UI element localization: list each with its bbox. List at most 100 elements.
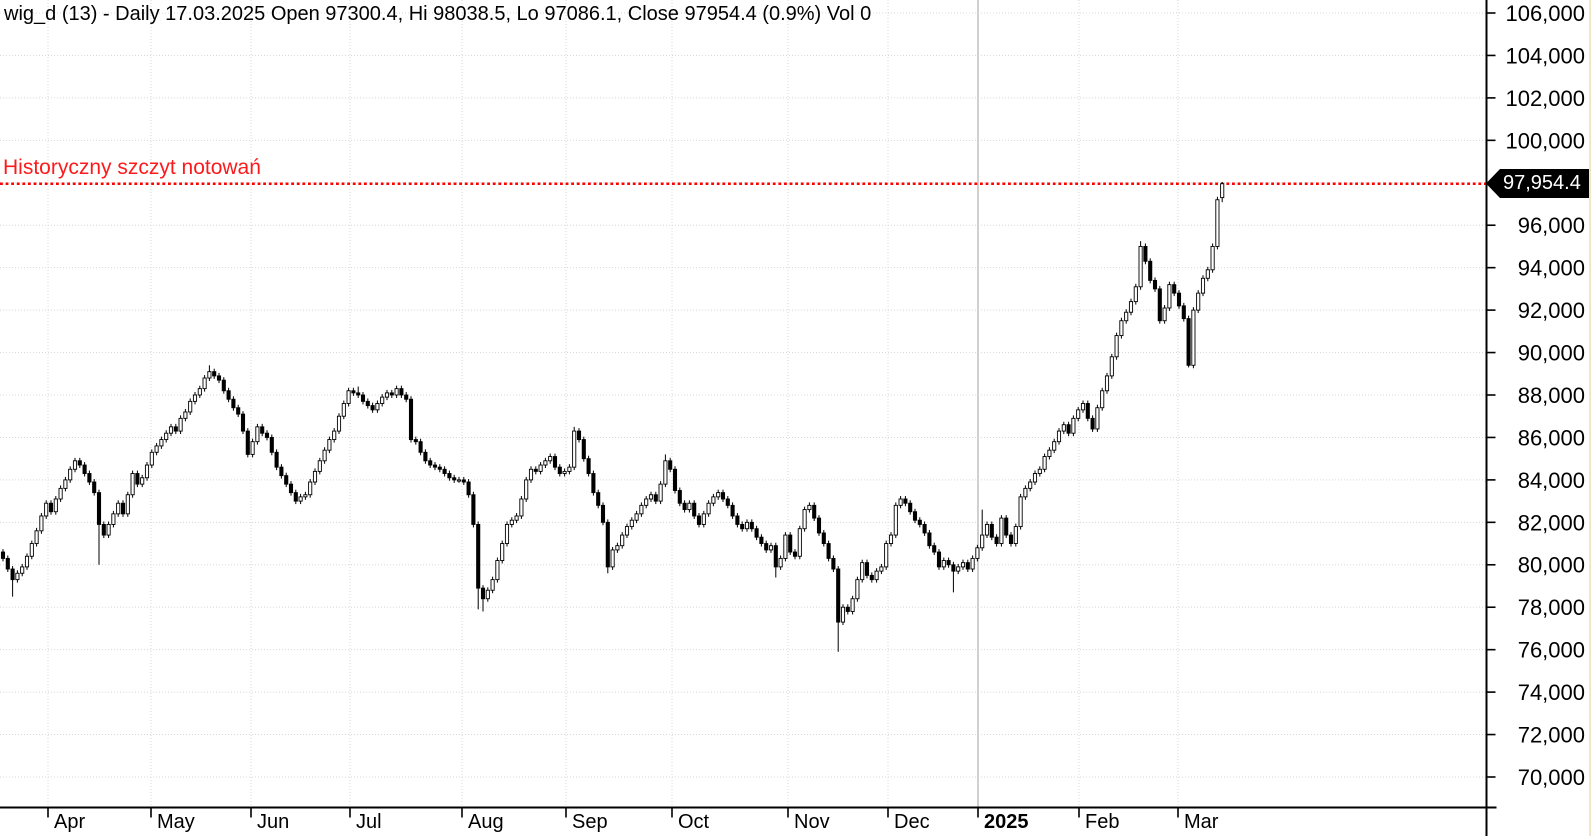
candle-body [658, 483, 663, 502]
candle-body [788, 534, 793, 553]
y-axis[interactable]: 106,000104,000102,000100,00098,00096,000… [1486, 1, 1586, 790]
candle-body [264, 432, 270, 438]
candle-body [495, 560, 500, 581]
candle-body [1090, 417, 1095, 430]
candle-body [831, 557, 836, 570]
candle-body [236, 407, 241, 415]
candle-body [106, 524, 111, 536]
candle-body [96, 492, 102, 525]
y-axis-label: 88,000 [1518, 383, 1585, 408]
candle-body [149, 451, 154, 466]
candle-body [696, 515, 702, 525]
candle-body [164, 432, 169, 441]
candle-body [1143, 245, 1148, 262]
last-price-value: 97,954.4 [1503, 172, 1581, 194]
candle-body [404, 394, 409, 400]
candle-body [207, 371, 212, 379]
candle-body [240, 413, 246, 432]
candle-body [231, 398, 236, 409]
candle-body [144, 464, 150, 479]
candle-body [524, 479, 529, 500]
chart-title: wig_d (13) - Daily 17.03.2025 Open 97300… [4, 3, 872, 25]
candle-body [749, 521, 754, 530]
candle-body [63, 479, 68, 489]
candle-body [874, 570, 879, 581]
candle-body [951, 564, 956, 572]
candle-body [389, 392, 394, 396]
candle-body [504, 524, 510, 545]
candle-body [58, 487, 63, 500]
candle-body [423, 451, 428, 462]
candle-body [725, 498, 730, 506]
candle-body [356, 392, 361, 396]
x-axis[interactable]: Apr May Jun Jul Aug Sep Oct Nov Dec 2025 Feb Mar [47, 807, 1219, 834]
candle-body [692, 502, 697, 517]
candle-body [869, 574, 874, 581]
candle-body [975, 547, 980, 559]
candle-body [548, 456, 553, 462]
candle-body [87, 473, 92, 483]
candle-body [994, 536, 999, 545]
candle-body [605, 521, 610, 568]
candle-body [706, 502, 711, 515]
y-axis-label: 94,000 [1518, 256, 1585, 281]
candle-body [802, 509, 807, 530]
candle-body [82, 464, 87, 474]
candle-body [461, 479, 466, 483]
candle-body [1032, 473, 1038, 483]
month-label: Feb [1085, 811, 1119, 833]
candle-body [864, 562, 870, 576]
candle-body [1047, 449, 1052, 457]
panel-edge [1589, 0, 1591, 836]
historical-high-annotation: Historyczny szczyt notowań [3, 156, 261, 179]
candle-body [1162, 307, 1167, 322]
candle-body [308, 481, 313, 496]
month-label: Oct [678, 811, 710, 833]
candle-body [792, 551, 798, 557]
candle-body [428, 460, 433, 466]
candle-body [135, 473, 140, 485]
candle-body [610, 549, 615, 568]
candle-body [519, 498, 524, 517]
y-axis-label: 92,000 [1518, 298, 1585, 323]
candle-body [1004, 517, 1009, 536]
candle-body [29, 543, 34, 557]
month-label: Mar [1184, 811, 1219, 833]
candle-body [620, 534, 625, 547]
candle-body [346, 390, 351, 404]
candle-body [1124, 311, 1129, 322]
candle-body [490, 579, 495, 591]
candle-body [10, 568, 15, 581]
candle-body [826, 543, 831, 559]
candle-body [634, 513, 639, 521]
candle-body [922, 524, 927, 534]
y-axis-label: 90,000 [1518, 340, 1585, 365]
candle-body [1215, 199, 1220, 247]
candle-body [720, 492, 726, 500]
candle-body [884, 543, 889, 568]
candle-body [735, 515, 740, 525]
candle-body [1104, 375, 1110, 392]
y-axis-label: 72,000 [1518, 722, 1585, 747]
candle-body [716, 492, 721, 498]
month-label: May [157, 811, 195, 833]
candle-body [903, 498, 908, 504]
candle-body [384, 392, 390, 398]
candle-body [116, 502, 121, 515]
candle-body [168, 426, 174, 434]
candle-body [216, 375, 222, 381]
candle-body [1023, 487, 1028, 498]
candle-body [380, 396, 385, 404]
axes [0, 0, 1497, 836]
candle-body [980, 534, 985, 549]
candle-body [576, 430, 582, 441]
candle-body [984, 524, 990, 536]
candle-body [173, 426, 178, 432]
y-axis-label: 86,000 [1518, 425, 1585, 450]
candle-body [836, 568, 841, 623]
candle-body [557, 466, 562, 474]
candles [0, 181, 1225, 652]
candle-body [312, 470, 318, 483]
y-axis-label: 70,000 [1518, 765, 1585, 790]
